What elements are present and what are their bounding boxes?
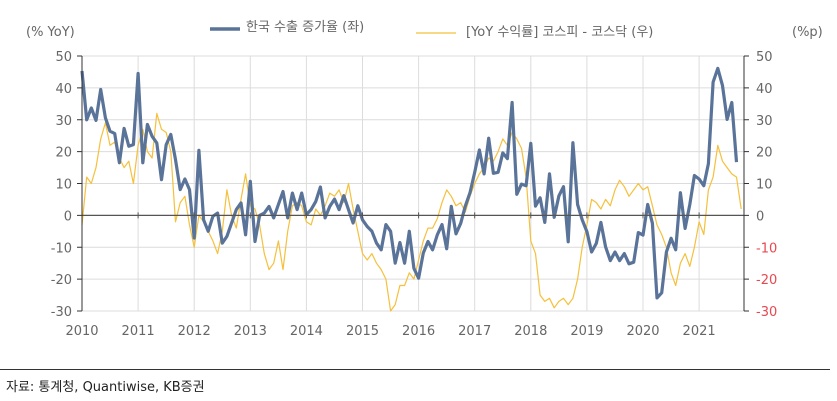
plot-lines: [80, 66, 742, 312]
right-tick-label: 40: [756, 82, 773, 97]
x-tick-label: 2021: [683, 324, 716, 339]
right-tick-label: 30: [756, 114, 773, 129]
x-tick-label: 2017: [458, 324, 491, 339]
legend-label-exports: 한국 수출 증가율 (좌): [246, 20, 364, 35]
x-tick-label: 2011: [122, 324, 155, 339]
right-tick-label: 20: [756, 146, 773, 161]
left-tick-label: -20: [51, 273, 72, 288]
right-tick-label: -20: [756, 273, 777, 288]
x-tick-label: 2015: [346, 324, 379, 339]
left-axis-title: (% YoY): [26, 25, 75, 40]
x-tick-label: 2019: [570, 324, 603, 339]
left-tick-label: -30: [51, 305, 72, 320]
right-tick-label: -10: [756, 241, 777, 256]
left-tick-label: 40: [55, 82, 72, 97]
right-tick-label: 50: [756, 50, 773, 65]
x-tick-label: 2018: [514, 324, 547, 339]
series-line-spread: [81, 112, 742, 312]
left-tick-label: -10: [51, 241, 72, 256]
right-tick-label: 10: [756, 178, 773, 193]
right-axis-title: (%p): [792, 25, 823, 40]
left-tick-label: 10: [55, 178, 72, 193]
right-tick-label: 0: [756, 209, 764, 224]
x-tick-label: 2012: [178, 324, 211, 339]
x-tick-label: 2014: [290, 324, 323, 339]
left-tick-label: 30: [55, 114, 72, 129]
right-tick-label: -30: [756, 305, 777, 320]
x-tick-label: 2013: [234, 324, 267, 339]
x-tick-label: 2020: [626, 324, 659, 339]
left-tick-label: 50: [55, 50, 72, 65]
x-tick-label: 2010: [65, 324, 98, 339]
legend: 한국 수출 증가율 (좌) [YoY 수익률] 코스피 - 코스닥 (우): [210, 20, 653, 40]
series-line-exports: [80, 66, 739, 300]
chart: (% YoY) (%p) 한국 수출 증가율 (좌) [YoY 수익률] 코스피…: [26, 20, 823, 339]
footer-divider: [0, 369, 830, 370]
x-tick-label: 2016: [402, 324, 435, 339]
legend-label-spread: [YoY 수익률] 코스피 - 코스닥 (우): [466, 25, 653, 40]
source-note: 자료: 통계청, Quantiwise, KB증권: [6, 380, 205, 395]
left-tick-label: 0: [64, 209, 72, 224]
left-tick-label: 20: [55, 146, 72, 161]
